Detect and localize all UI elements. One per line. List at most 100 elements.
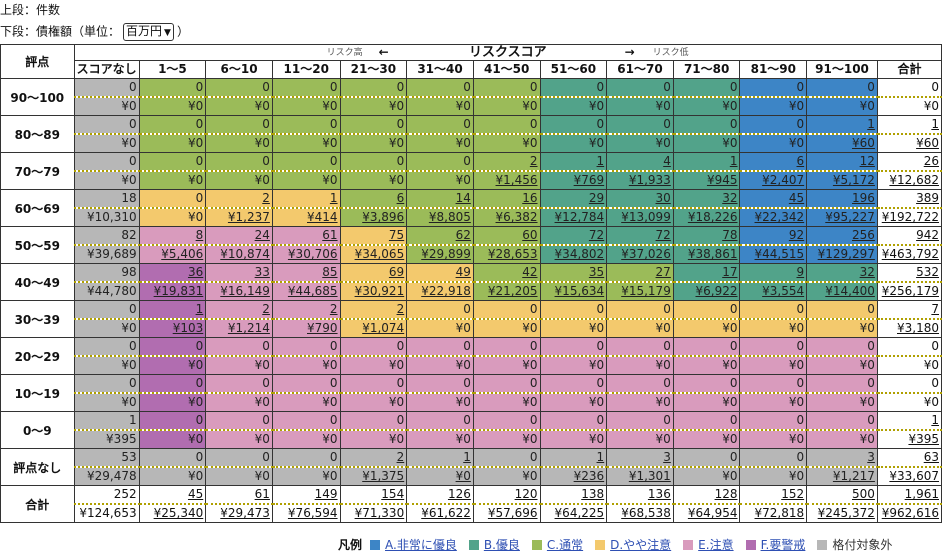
amount-cell-link[interactable]: ¥790 [271,319,341,338]
count-cell-link[interactable]: 6 [339,189,408,209]
count-cell-link[interactable]: 61 [271,226,341,246]
legend-label[interactable]: F.要警戒 [760,538,806,552]
amount-cell-link[interactable]: ¥245,372 [806,504,878,523]
amount-cell-link[interactable]: ¥256,179 [876,282,942,301]
amount-cell-link[interactable]: ¥2,407 [739,171,808,190]
amount-cell-link[interactable]: ¥30,706 [271,245,341,264]
amount-cell-link[interactable]: ¥60 [806,134,878,153]
count-cell-link[interactable]: 26 [876,152,942,172]
amount-cell-link[interactable]: ¥95,227 [806,208,878,227]
amount-cell-link[interactable]: ¥30,921 [339,282,408,301]
count-cell-link[interactable]: 69 [339,263,408,283]
count-cell-link[interactable]: 4 [606,152,674,172]
count-cell-link[interactable]: 2 [339,300,408,320]
count-cell-link[interactable]: 27 [606,263,674,283]
amount-cell-link[interactable]: ¥395 [876,430,942,449]
amount-cell-link[interactable]: ¥18,226 [672,208,741,227]
amount-cell-link[interactable]: ¥6,382 [472,208,541,227]
count-cell-link[interactable]: 1,961 [876,485,942,505]
count-cell-link[interactable]: 1 [138,300,207,320]
count-cell-link[interactable]: 30 [606,189,674,209]
count-cell-link[interactable]: 62 [406,226,474,246]
amount-cell-link[interactable]: ¥64,954 [672,504,741,523]
legend-label[interactable]: D.やや注意 [610,538,672,552]
count-cell-link[interactable]: 29 [539,189,608,209]
count-cell-link[interactable]: 532 [876,263,942,283]
amount-cell-link[interactable]: ¥22,342 [739,208,808,227]
amount-cell-link[interactable]: ¥61,622 [406,504,474,523]
count-cell-link[interactable]: 12 [806,152,878,172]
count-cell-link[interactable]: 45 [138,485,207,505]
amount-cell-link[interactable]: ¥1,217 [806,467,878,486]
amount-cell-link[interactable]: ¥10,874 [205,245,273,264]
count-cell-link[interactable]: 8 [138,226,207,246]
count-cell-link[interactable]: 2 [205,189,273,209]
amount-cell-link[interactable]: ¥21,205 [472,282,541,301]
legend-item[interactable]: A.非常に優良 [370,537,457,553]
count-cell-link[interactable]: 9 [739,263,808,283]
amount-cell-link[interactable]: ¥60 [876,134,942,153]
amount-cell-link[interactable]: ¥6,922 [672,282,741,301]
legend-label[interactable]: E.注意 [698,538,734,552]
amount-cell-link[interactable]: ¥103 [138,319,207,338]
count-cell-link[interactable]: 45 [739,189,808,209]
amount-cell-link[interactable]: ¥463,792 [876,245,942,264]
amount-cell-link[interactable]: ¥12,784 [539,208,608,227]
amount-cell-link[interactable]: ¥1,456 [472,171,541,190]
amount-cell-link[interactable]: ¥29,899 [406,245,474,264]
count-cell-link[interactable]: 3 [606,448,674,468]
amount-cell-link[interactable]: ¥44,515 [739,245,808,264]
amount-cell-link[interactable]: ¥945 [672,171,741,190]
count-cell-link[interactable]: 154 [339,485,408,505]
legend-label[interactable]: A.非常に優良 [385,538,457,552]
count-cell-link[interactable]: 136 [606,485,674,505]
count-cell-link[interactable]: 14 [406,189,474,209]
count-cell-link[interactable]: 1 [406,448,474,468]
count-cell-link[interactable]: 78 [672,226,741,246]
count-cell-link[interactable]: 256 [806,226,878,246]
amount-cell-link[interactable]: ¥57,696 [472,504,541,523]
count-cell-link[interactable]: 32 [672,189,741,209]
count-cell-link[interactable]: 149 [271,485,341,505]
amount-cell-link[interactable]: ¥1,237 [205,208,273,227]
amount-cell-link[interactable]: ¥236 [539,467,608,486]
count-cell-link[interactable]: 61 [205,485,273,505]
amount-cell-link[interactable]: ¥1,375 [339,467,408,486]
amount-cell-link[interactable]: ¥8,805 [406,208,474,227]
amount-cell-link[interactable]: ¥5,406 [138,245,207,264]
count-cell-link[interactable]: 500 [806,485,878,505]
legend-item[interactable]: D.やや注意 [595,537,671,553]
count-cell-link[interactable]: 126 [406,485,474,505]
count-cell-link[interactable]: 2 [271,300,341,320]
amount-cell-link[interactable]: ¥0 [406,467,474,486]
count-cell-link[interactable]: 196 [806,189,878,209]
amount-cell-link[interactable]: ¥34,065 [339,245,408,264]
amount-cell-link[interactable]: ¥3,896 [339,208,408,227]
amount-cell-link[interactable]: ¥5,172 [806,171,878,190]
count-cell-link[interactable]: 1 [806,115,878,135]
amount-cell-link[interactable]: ¥769 [539,171,608,190]
count-cell-link[interactable]: 24 [205,226,273,246]
count-cell-link[interactable]: 152 [739,485,808,505]
amount-cell-link[interactable]: ¥12,682 [876,171,942,190]
count-cell-link[interactable]: 1 [876,115,942,135]
count-cell-link[interactable]: 36 [138,263,207,283]
amount-cell-link[interactable]: ¥3,554 [739,282,808,301]
count-cell-link[interactable]: 942 [876,226,942,246]
amount-cell-link[interactable]: ¥44,685 [271,282,341,301]
count-cell-link[interactable]: 1 [876,411,942,431]
count-cell-link[interactable]: 1 [271,189,341,209]
amount-cell-link[interactable]: ¥72,818 [739,504,808,523]
count-cell-link[interactable]: 32 [806,263,878,283]
count-cell-link[interactable]: 72 [539,226,608,246]
amount-cell-link[interactable]: ¥129,297 [806,245,878,264]
count-cell-link[interactable]: 33 [205,263,273,283]
count-cell-link[interactable]: 1 [672,152,741,172]
amount-cell-link[interactable]: ¥15,179 [606,282,674,301]
count-cell-link[interactable]: 138 [539,485,608,505]
amount-cell-link[interactable]: ¥68,538 [606,504,674,523]
unit-select[interactable]: 百万円 ▼ [123,23,174,41]
count-cell-link[interactable]: 42 [472,263,541,283]
count-cell-link[interactable]: 2 [205,300,273,320]
amount-cell-link[interactable]: ¥3,180 [876,319,942,338]
